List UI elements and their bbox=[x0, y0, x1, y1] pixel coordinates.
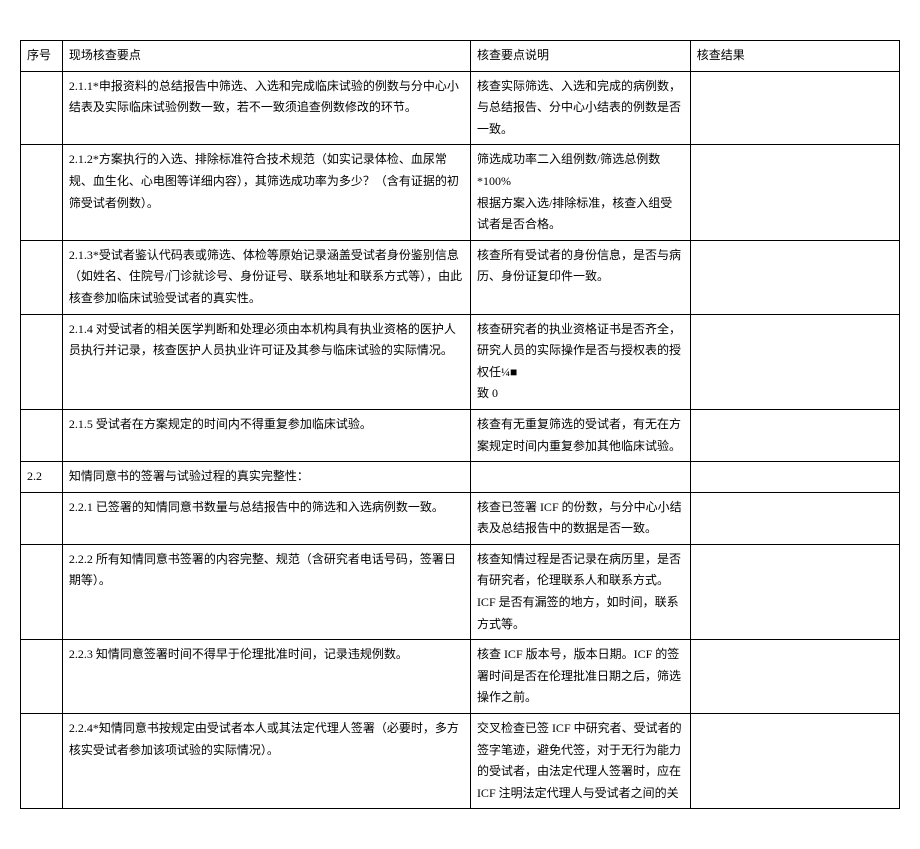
cell-result bbox=[690, 240, 899, 314]
table-row: 2.1.3*受试者鉴认代码表或筛选、体检等原始记录涵盖受试者身份鉴别信息（如姓名… bbox=[21, 240, 900, 314]
header-desc: 核查要点说明 bbox=[470, 41, 690, 72]
table-row: 2.1.1*申报资料的总结报告中筛选、入选和完成临床试验的例数与分中心小结表及实… bbox=[21, 71, 900, 145]
table-row: 2.1.4 对受试者的相关医学判断和处理必须由本机构具有执业资格的医护人员执行并… bbox=[21, 314, 900, 409]
cell-number bbox=[21, 314, 63, 409]
header-result: 核查结果 bbox=[690, 41, 899, 72]
cell-desc: 核查已签署 ICF 的份数，与分中心小结表及总结报告中的数据是否一致。 bbox=[470, 492, 690, 544]
cell-number bbox=[21, 71, 63, 145]
cell-number: 2.2 bbox=[21, 462, 63, 493]
cell-main: 2.2.4*知情同意书按规定由受试者本人或其法定代理人签署（必要时，多方核实受试… bbox=[62, 714, 470, 809]
cell-result bbox=[690, 462, 899, 493]
cell-desc: 交叉检查已签 ICF 中研究者、受试者的签字笔迹，避免代签，对于无行为能力的受试… bbox=[470, 714, 690, 809]
cell-number bbox=[21, 145, 63, 240]
cell-desc: 筛选成功率二入组例数/筛选总例数*100% 根据方案入选/排除标准，核查入组受试… bbox=[470, 145, 690, 240]
cell-main: 2.1.2*方案执行的入选、排除标准符合技术规范（如实记录体检、血尿常规、血生化… bbox=[62, 145, 470, 240]
header-number: 序号 bbox=[21, 41, 63, 72]
cell-result bbox=[690, 492, 899, 544]
cell-main: 2.2.2 所有知情同意书签署的内容完整、规范（含研究者电话号码，签署日期等）。 bbox=[62, 544, 470, 639]
cell-result bbox=[690, 714, 899, 809]
cell-desc: 核查知情过程是否记录在病历里，是否有研究者，伦理联系人和联系方式。ICF 是否有… bbox=[470, 544, 690, 639]
cell-main: 2.1.4 对受试者的相关医学判断和处理必须由本机构具有执业资格的医护人员执行并… bbox=[62, 314, 470, 409]
table-row: 2.1.5 受试者在方案规定的时间内不得重复参加临床试验。核查有无重复筛选的受试… bbox=[21, 409, 900, 461]
cell-desc bbox=[470, 462, 690, 493]
cell-result bbox=[690, 544, 899, 639]
cell-desc: 核查有无重复筛选的受试者，有无在方案规定时间内重复参加其他临床试验。 bbox=[470, 409, 690, 461]
cell-result bbox=[690, 145, 899, 240]
header-main: 现场核查要点 bbox=[62, 41, 470, 72]
table-row: 2.2.2 所有知情同意书签署的内容完整、规范（含研究者电话号码，签署日期等）。… bbox=[21, 544, 900, 639]
inspection-table: 序号 现场核查要点 核查要点说明 核查结果 2.1.1*申报资料的总结报告中筛选… bbox=[20, 40, 900, 809]
cell-number bbox=[21, 544, 63, 639]
cell-desc: 核查实际筛选、入选和完成的病例数，与总结报告、分中心小结表的例数是否一致。 bbox=[470, 71, 690, 145]
table-body: 2.1.1*申报资料的总结报告中筛选、入选和完成临床试验的例数与分中心小结表及实… bbox=[21, 71, 900, 809]
cell-number bbox=[21, 240, 63, 314]
cell-main: 2.1.1*申报资料的总结报告中筛选、入选和完成临床试验的例数与分中心小结表及实… bbox=[62, 71, 470, 145]
table-row: 2.2.4*知情同意书按规定由受试者本人或其法定代理人签署（必要时，多方核实受试… bbox=[21, 714, 900, 809]
cell-result bbox=[690, 314, 899, 409]
cell-number bbox=[21, 409, 63, 461]
cell-result bbox=[690, 409, 899, 461]
cell-result bbox=[690, 71, 899, 145]
cell-main: 2.1.5 受试者在方案规定的时间内不得重复参加临床试验。 bbox=[62, 409, 470, 461]
cell-main: 知情同意书的签署与试验过程的真实完整性： bbox=[62, 462, 470, 493]
cell-number bbox=[21, 714, 63, 809]
table-row: 2.2知情同意书的签署与试验过程的真实完整性： bbox=[21, 462, 900, 493]
cell-number bbox=[21, 492, 63, 544]
cell-main: 2.2.1 已签署的知情同意书数量与总结报告中的筛选和入选病例数一致。 bbox=[62, 492, 470, 544]
cell-desc: 核查研究者的执业资格证书是否齐全，研究人员的实际操作是否与授权表的授权任¼■ 致… bbox=[470, 314, 690, 409]
table-row: 2.2.1 已签署的知情同意书数量与总结报告中的筛选和入选病例数一致。核查已签署… bbox=[21, 492, 900, 544]
cell-desc: 核查所有受试者的身份信息，是否与病历、身份证复印件一致。 bbox=[470, 240, 690, 314]
table-row: 2.1.2*方案执行的入选、排除标准符合技术规范（如实记录体检、血尿常规、血生化… bbox=[21, 145, 900, 240]
cell-main: 2.1.3*受试者鉴认代码表或筛选、体检等原始记录涵盖受试者身份鉴别信息（如姓名… bbox=[62, 240, 470, 314]
